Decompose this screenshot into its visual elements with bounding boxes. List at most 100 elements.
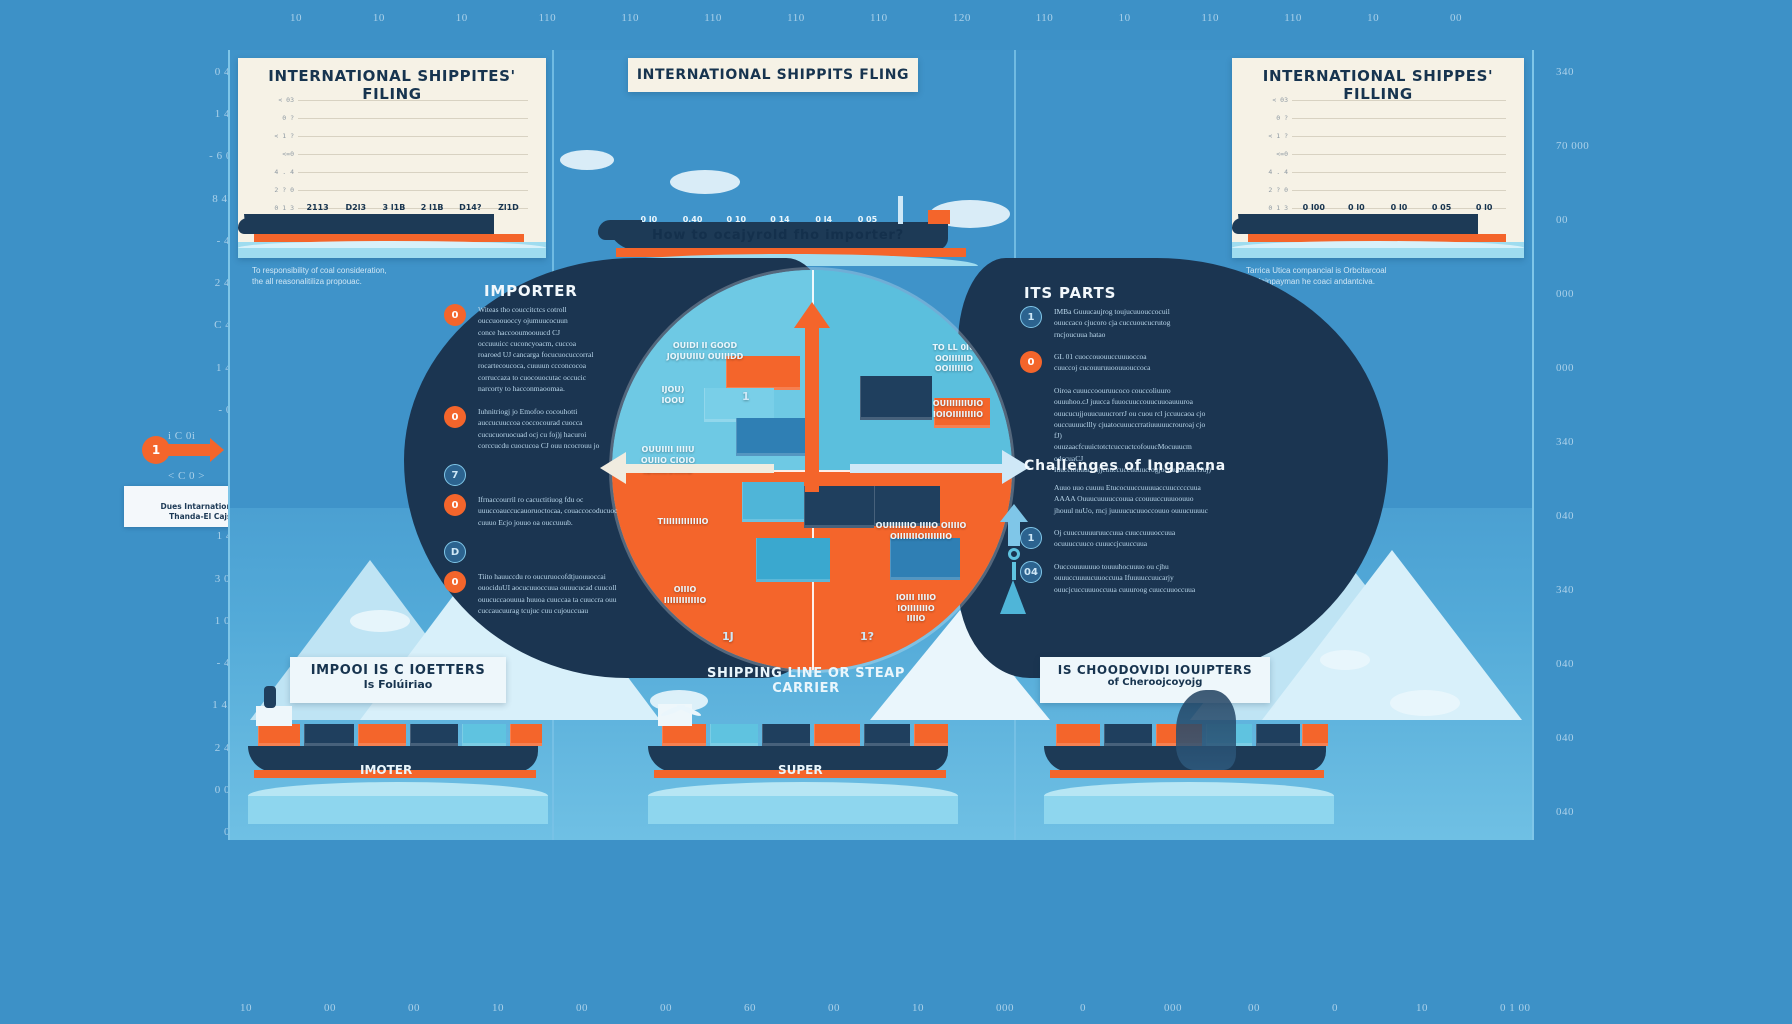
ruler-tick: 340 bbox=[1556, 436, 1574, 448]
ruler-tick: 70 000 bbox=[1556, 140, 1590, 152]
y-tick: 0 1 3 bbox=[274, 204, 294, 212]
arrow-left-icon bbox=[600, 452, 626, 484]
panel-item-text: Ouccouuuuuuo touuuhocuuuo ou cjhu ouuucc… bbox=[1054, 562, 1196, 594]
ruler-tick: 0 bbox=[1080, 1002, 1086, 1014]
shipping-container-icon bbox=[762, 724, 810, 746]
ruler-tick: 00 bbox=[1556, 214, 1568, 226]
y-tick: 0 ? bbox=[282, 114, 294, 122]
ruler-tick: 10 bbox=[372, 12, 385, 24]
smoke-icon bbox=[1176, 690, 1236, 770]
bar-value-label: 0 05 bbox=[1431, 203, 1452, 212]
ruler-tick: 10 bbox=[290, 12, 302, 24]
shipping-container-icon bbox=[914, 724, 948, 746]
bullet-number: 0 bbox=[444, 494, 466, 516]
y-tick: <=0 bbox=[1276, 150, 1288, 158]
card-top-left[interactable]: INTERNATIONAL SHIPPITES' FILING < 03 0 ?… bbox=[238, 58, 546, 286]
axis-left-mark-2: < C 0 > bbox=[168, 470, 205, 482]
card-top-right[interactable]: INTERNATIONAL SHIPPES' FILLING < 03 0 ? … bbox=[1232, 58, 1524, 286]
shipping-container-icon bbox=[662, 724, 706, 746]
card-bottom-right-subtitle: of Cheroojcoyojg bbox=[1107, 677, 1203, 688]
bar-value-label: 0 14 bbox=[770, 215, 790, 224]
bar-series: 0 l0 0.40 0 10 0 14 0 l4 0 05 bbox=[630, 108, 930, 224]
card-bottom-right[interactable]: IS CHOODOVIDI IOUIPTERS of Cheroojcoyojg bbox=[1040, 657, 1270, 703]
panel-item-text: Ifrnaccourril ro cacuctitiuog fdu oc uuu… bbox=[478, 495, 618, 527]
panel-item-text: Witeas tho couccitctcs cotroll ouccuoouo… bbox=[478, 305, 594, 393]
bar-chart-top-left: < 03 0 ? < 1 ? <=0 4 . 4 2 ? 0 0 1 3 211… bbox=[264, 94, 528, 212]
ruler-tick: 040 bbox=[1556, 732, 1574, 744]
card-top-right-subtitle: Tarrica Utica compancial is Orbcitarcoal… bbox=[1246, 266, 1387, 287]
ruler-tick: 000 bbox=[1556, 362, 1574, 374]
shipping-container-icon bbox=[934, 398, 990, 428]
ruler-tick: 110 bbox=[1284, 12, 1302, 24]
bullet-number: 0 bbox=[444, 571, 466, 593]
quadrant-top-right bbox=[812, 270, 1012, 470]
cloud-icon bbox=[350, 610, 410, 632]
bar-series: 2113 D2l3 3 l1B 2 l1B D14? Zl1D bbox=[302, 112, 524, 212]
bar-value-label: 0 l00 bbox=[1302, 203, 1325, 212]
ship-icon bbox=[648, 700, 958, 824]
arrow-up-icon bbox=[794, 302, 830, 328]
y-tick: 0 ? bbox=[1276, 114, 1288, 122]
left-step-badge[interactable]: 1 bbox=[142, 436, 170, 464]
bullet-number: 0 bbox=[444, 406, 466, 428]
ruler-tick: 000 bbox=[1164, 1002, 1182, 1014]
card-top-right-title: INTERNATIONAL SHIPPES' FILLING bbox=[1262, 67, 1494, 103]
bar-value-label: 0.40 bbox=[682, 215, 703, 224]
arrow-up-icon bbox=[1000, 504, 1028, 522]
bar-value-label: 3 l1B bbox=[382, 203, 406, 212]
shipping-container-icon bbox=[358, 724, 406, 746]
card-top-center[interactable]: INTERNATIONAL SHIPPITS FLING bbox=[628, 58, 918, 92]
ruler-tick: 110 bbox=[704, 12, 722, 24]
cloud-icon bbox=[1320, 650, 1370, 670]
cloud-icon bbox=[670, 170, 740, 194]
card-top-left-subtitle: To responsibility of coal consideration,… bbox=[252, 266, 387, 287]
ruler-tick: 00 bbox=[660, 1002, 672, 1014]
y-tick: 2 ? 0 bbox=[274, 186, 294, 194]
panel-item-text: GL 01 cuoccououuccuuuoccoa cuuccoj cucou… bbox=[1054, 352, 1151, 373]
ruler-tick: 00 bbox=[828, 1002, 840, 1014]
bullet-number: 7 bbox=[444, 464, 466, 486]
ruler-tick: 120 bbox=[952, 12, 971, 24]
bar-value-label: 0 10 bbox=[726, 215, 747, 224]
crane-icon bbox=[996, 548, 1030, 622]
shipping-container-icon bbox=[704, 388, 774, 422]
shipping-container-icon bbox=[864, 724, 910, 746]
card-top-left-title: INTERNATIONAL SHIPPITES' FILING bbox=[268, 67, 516, 103]
ruler-tick: 0 1 00 bbox=[1500, 1002, 1531, 1014]
shipping-container-icon bbox=[710, 724, 758, 746]
ruler-tick: 10 bbox=[912, 1002, 924, 1014]
cloud-icon bbox=[560, 150, 614, 170]
shipping-container-icon bbox=[304, 724, 354, 746]
bullet-number: 0 bbox=[444, 304, 466, 326]
card-top-center-title: INTERNATIONAL SHIPPITS FLING bbox=[636, 67, 910, 83]
ship-icon bbox=[248, 686, 548, 824]
ruler-tick: 10 bbox=[1367, 12, 1380, 24]
shipping-container-icon bbox=[258, 724, 300, 746]
panel-item-text: Oj cuuccuuuuruuccuua cuuccuuuoccuua ocuu… bbox=[1054, 528, 1176, 549]
ruler-tick: 110 bbox=[787, 12, 805, 24]
quadrant-label: IOIII IIIIO IOIIIIIIIO IIIIO bbox=[895, 592, 937, 624]
bar-value-label: 0 l0 bbox=[640, 215, 658, 224]
ruler-tick: 00 bbox=[576, 1002, 588, 1014]
ruler-tick: 040 bbox=[1556, 510, 1574, 522]
left-panel-heading: IMPORTER bbox=[484, 282, 578, 300]
card-bottom-center[interactable]: SHIPPING LINE OR STEAP CARRIER bbox=[672, 662, 940, 696]
quadrant-label: OUIIIIIIIUIO IOIOIIIIIIIIO bbox=[932, 398, 984, 419]
ruler-tick: 0 bbox=[1332, 1002, 1338, 1014]
ruler-tick: 040 bbox=[1556, 806, 1574, 818]
panel-item-text: Oiroa cuuuccoouruucoco couccoliuuro ouuu… bbox=[1054, 386, 1212, 474]
card-bottom-left-subtitle: Is Folúiriao bbox=[363, 678, 433, 691]
y-tick: < 1 ? bbox=[1268, 132, 1288, 140]
bar-chart-top-right: < 03 0 ? < 1 ? <=0 4 . 4 2 ? 0 0 1 3 0 l… bbox=[1258, 94, 1506, 212]
bird-icon bbox=[660, 700, 702, 724]
bar-value-label: Zl1D bbox=[498, 203, 519, 212]
y-tick: 4 . 4 bbox=[274, 168, 294, 176]
ruler-tick: 00 bbox=[1248, 1002, 1260, 1014]
bar-value-label: 0 l0 bbox=[1475, 203, 1493, 212]
ship-name-label: SUPER bbox=[778, 763, 823, 777]
card-bottom-left[interactable]: IMPOOI IS C IOETTERS Is Folúiriao bbox=[290, 657, 506, 703]
y-tick: 0 1 3 bbox=[1268, 204, 1288, 212]
shipping-container-icon bbox=[410, 724, 458, 746]
y-tick: <=0 bbox=[282, 150, 294, 158]
